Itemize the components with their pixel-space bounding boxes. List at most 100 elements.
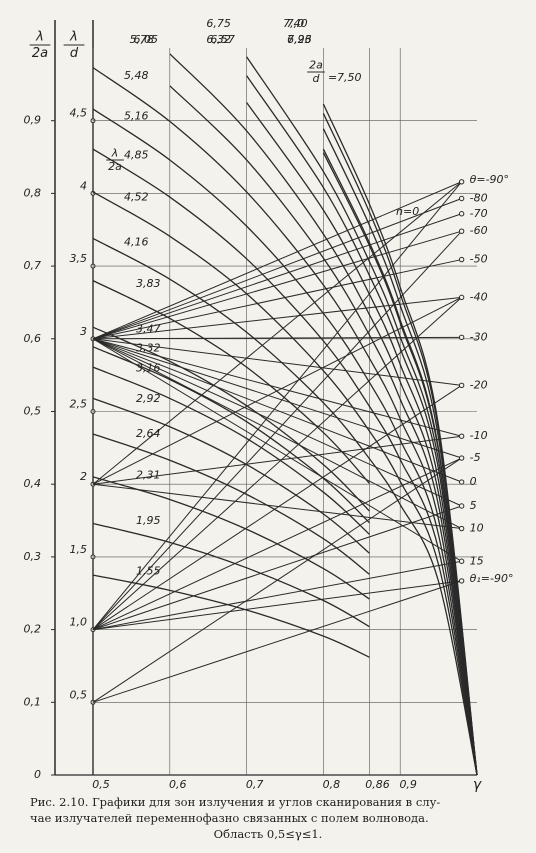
theta-line [92, 560, 462, 631]
y2-tick-label: 0,5 [70, 688, 88, 701]
theta-tick [458, 334, 465, 341]
x-tick-label: 0,8 [323, 778, 341, 791]
curve-label: 2,92 [136, 392, 161, 405]
curve [92, 280, 370, 484]
curve [322, 103, 478, 776]
y-tick-label: 0,4 [24, 477, 42, 490]
y-tick-label: 0,1 [24, 695, 42, 708]
y2-tick-label: 2 [80, 470, 87, 483]
curve-label: 1,55 [136, 565, 161, 578]
curve-label: 5,48 [124, 69, 149, 82]
curve-label: 6,32 [206, 33, 231, 46]
theta-tick [458, 195, 465, 202]
theta-label: -40 [470, 290, 488, 303]
y2-axis-title-den: d [70, 46, 79, 61]
inline-label-num: λ [111, 146, 119, 159]
theta-label: 0 [470, 475, 477, 488]
theta-tick [458, 179, 465, 185]
curve-label: 7,0 [287, 17, 305, 30]
y-tick-label: 0,2 [24, 623, 42, 636]
curve-label: 4,85 [124, 148, 149, 161]
theta-tick [458, 558, 465, 564]
y2-axis-title-num: λ [69, 30, 78, 45]
curve [92, 148, 478, 776]
curve-label: 5,78 [130, 33, 155, 46]
y2-tick-label: 2,5 [70, 398, 88, 411]
theta-line [92, 435, 462, 485]
curve [92, 476, 370, 600]
curve [246, 102, 478, 776]
inline-label-den: 2a [108, 160, 122, 173]
curve-label: 4,52 [124, 190, 149, 203]
theta-tick [458, 211, 465, 217]
y2-tick-label: 3,5 [70, 252, 88, 265]
theta-line [92, 580, 462, 631]
curve [92, 191, 478, 776]
curve-label: 7,23 [287, 33, 312, 46]
curve-label: 7,50 [337, 71, 362, 84]
theta-line [92, 181, 463, 630]
theta-line [92, 338, 462, 507]
theta-label: 10 [470, 522, 484, 535]
curve [92, 574, 370, 658]
x-tick-label: 0,7 [246, 778, 264, 791]
theta-label: -80 [470, 191, 488, 204]
y-tick-label: 0 [34, 768, 41, 781]
curve [92, 237, 478, 776]
caption-line: Область 0,5≤γ≤1. [214, 827, 323, 841]
curve-label: 2,64 [136, 427, 161, 440]
curve [92, 346, 370, 524]
theta-tick [458, 503, 465, 509]
curve-label: 7,40 [283, 17, 308, 30]
caption-line: чае излучателей переменнофазно связанных… [30, 811, 429, 825]
caption-line: Рис. 2.10. Графики для зон излучения и у… [30, 795, 440, 809]
curve [92, 397, 370, 554]
theta-line [92, 230, 463, 630]
theta-line [92, 505, 462, 631]
curve-label: 3,47 [136, 322, 161, 335]
theta-tick [458, 578, 465, 584]
y-axis-title-num: λ [35, 30, 44, 45]
curve-label: 2,31 [136, 469, 161, 482]
theta-line [92, 338, 462, 562]
y2-tick-label: 1,0 [70, 616, 88, 629]
theta-tick [458, 228, 465, 234]
theta-line [92, 198, 462, 340]
theta-label: -60 [470, 224, 488, 237]
x-tick-label: 0,86 [365, 778, 390, 791]
theta-tick [458, 455, 465, 461]
x-tick-label: 0,9 [399, 778, 417, 791]
x-tick-label: 0,5 [92, 778, 110, 791]
theta-line [92, 338, 462, 459]
curve-label: 3,32 [136, 342, 161, 355]
theta-line [92, 580, 462, 703]
theta-tick [458, 382, 465, 389]
curve [92, 67, 478, 776]
y-tick-label: 0,8 [24, 186, 42, 199]
curve-label: 1,95 [136, 514, 161, 527]
theta-line [92, 259, 462, 340]
y2-tick-label: 1,5 [70, 543, 88, 556]
x-tick-label: 0,6 [169, 778, 187, 791]
theta-line [92, 296, 462, 630]
ratio-label-num: 2a [309, 58, 323, 71]
theta-tick [458, 294, 465, 301]
curve-label: 6,57 [210, 33, 235, 46]
theta-label: -5 [470, 451, 481, 464]
theta-label: -30 [470, 330, 488, 343]
theta-tick [458, 256, 465, 263]
theta-line [92, 338, 462, 529]
curve-label: 3,16 [136, 362, 161, 375]
y-tick-label: 0,6 [24, 332, 42, 345]
theta-line [92, 181, 462, 340]
curve [92, 433, 370, 575]
theta-line [92, 338, 462, 386]
curve-label: 6,96 [287, 33, 312, 46]
theta-label: 15 [470, 554, 484, 567]
y-axis-title-den: 2a [32, 46, 48, 61]
curve-label: 4,16 [124, 236, 149, 249]
theta-tick [458, 433, 465, 439]
y2-tick-label: 3 [80, 325, 87, 338]
